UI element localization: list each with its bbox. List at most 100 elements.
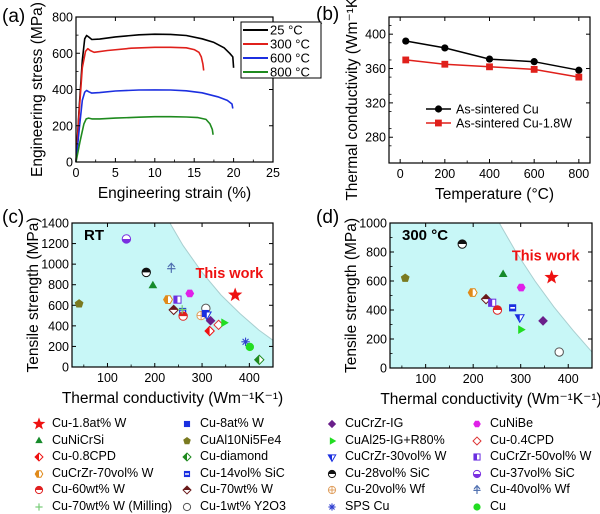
legend-marker [34, 452, 44, 462]
data-point-cu-14vol-sic [509, 304, 517, 312]
x-tick-label: 100 [415, 372, 436, 386]
legend-marker [183, 470, 191, 477]
y-tick-label: 360 [365, 62, 386, 76]
data-point-cu-diamond [253, 354, 265, 366]
data-point-cu-28vol-sic [141, 267, 151, 278]
legend-marker [183, 436, 191, 444]
diamond-half-marker-icon [34, 452, 44, 462]
data-point-cu-0-4cpd [213, 319, 224, 331]
data-point-cu-1-8at-w [227, 287, 243, 302]
square-marker-icon [183, 420, 191, 428]
x-tick-label: 0 [397, 167, 404, 181]
y-tick-label: 0 [380, 362, 387, 376]
legend-box [240, 21, 322, 79]
y-axis-label: Tensile strength (MPa) [25, 217, 42, 372]
panel-label-d: (d) [316, 207, 339, 228]
legend-label: Cu-diamond [200, 449, 269, 463]
y-tick-label: 280 [365, 131, 386, 145]
y-axis-label: Engineering stress (MPa) [29, 2, 46, 177]
y-axis-label: Tensile strength (MPa) [343, 218, 360, 373]
legend-marker [182, 502, 192, 511]
y-tick-label: 400 [52, 83, 73, 97]
y-tick-label: 600 [48, 299, 69, 313]
circle-bottom-marker-icon [472, 469, 482, 478]
data-point-cu-40vol-wf [167, 262, 176, 273]
data-point [485, 55, 494, 63]
data-point [441, 44, 449, 52]
axes-frame [71, 222, 274, 368]
plot-area [389, 17, 590, 163]
data-point-cu-60wt-w [492, 305, 503, 315]
legend-label: 600 °C [270, 51, 310, 66]
plus-marker-icon [35, 502, 43, 511]
diamond-marker-icon [327, 419, 337, 429]
panel-b-thermal-conductivity: 0 200 400 600 800 280 320 360 400 Temperature (°C… [344, 0, 591, 203]
x-tick-label: 600 [524, 167, 545, 181]
data-point-cual25-ig-r80- [221, 318, 229, 328]
legend-marker [473, 502, 481, 511]
legend-marker [473, 420, 481, 428]
x-tick-label: 400 [479, 167, 500, 181]
panel-annotation: RT [84, 227, 104, 244]
legend-marker [35, 436, 43, 443]
panel-label-a: (a) [2, 6, 25, 27]
series-line-600C [75, 89, 234, 163]
legend-marker [182, 452, 192, 462]
y-tick-label: 200 [52, 119, 73, 133]
legend-label: 300 °C [270, 37, 310, 52]
panel-d-strength-vs-conductivity-300c: 100 200 300 400 0 200 400 600 800 1000 Thermal con… [343, 217, 600, 409]
y-tick-label: 600 [366, 275, 387, 289]
y-tick-label: 400 [366, 304, 387, 318]
legend-label: CuCrZr-50vol% W [490, 449, 592, 463]
y-tick-label: 200 [366, 333, 387, 347]
data-point-cu-70wt-w [168, 304, 180, 316]
y-tick-label: 320 [365, 96, 386, 110]
y-tick-label: 1000 [359, 217, 387, 231]
x-tick-label: 400 [239, 371, 260, 385]
data-point-cu-0-8cpd [204, 325, 215, 337]
x-tick-label: 100 [97, 371, 118, 385]
asterisk-marker-icon [328, 502, 336, 511]
y-tick-label: 1400 [41, 217, 69, 231]
data-point [402, 56, 410, 64]
legend-marker [327, 485, 337, 495]
x-tick-label: 15 [187, 166, 201, 180]
data-point-cual10ni5fe4 [74, 299, 84, 308]
x-tick-label: 10 [148, 166, 162, 180]
legend-label: 800 °C [270, 65, 310, 80]
series-line-25C [75, 33, 235, 163]
triangle-down-half-marker-icon [327, 454, 337, 463]
data-point-cu-37vol-sic [121, 234, 132, 244]
legend-marker [34, 485, 44, 495]
legend-label: Cu-40vol% Wf [490, 482, 570, 496]
x-tick-label: 0 [73, 166, 80, 180]
panel-annotation: 300 °C [402, 227, 448, 244]
this-work-label: This work [512, 248, 581, 264]
boundary-curve [169, 222, 274, 341]
legend-marker [32, 417, 46, 430]
data-point-cual10ni5fe4 [400, 273, 410, 282]
x-axis-label: Thermal conductivity (Wm⁻¹K⁻¹) [62, 390, 283, 407]
data-point-cu-1-8at-w [544, 269, 559, 284]
y-tick-label: 800 [52, 11, 73, 25]
data-point-cucrzr-ig [538, 316, 548, 326]
x-tick-label: 300 [192, 371, 213, 385]
shaded-region [72, 223, 273, 367]
legend-marker [472, 469, 482, 478]
legend-label: Cu-8at% W [200, 416, 264, 430]
legend-label: Cu-37vol% SiC [490, 465, 575, 480]
y-tick-label: 0 [66, 156, 73, 170]
data-point-cucrzr-50vol-w [173, 295, 182, 304]
panel-c-strength-vs-conductivity-rt: 100 200 300 400 0 200 400 600 800 1000 1200 1400 The… [25, 217, 283, 408]
data-point-cunibe [516, 283, 526, 292]
legend-marker [34, 469, 44, 478]
data-point-cu [245, 342, 255, 352]
data-point [575, 73, 583, 81]
legend-label: Cu-28vol% SiC [345, 465, 430, 480]
circle-top-marker-icon [327, 469, 337, 478]
y-tick-label: 400 [365, 28, 386, 42]
panel-label-c: (c) [2, 207, 24, 228]
x-tick-label: 400 [558, 372, 579, 386]
